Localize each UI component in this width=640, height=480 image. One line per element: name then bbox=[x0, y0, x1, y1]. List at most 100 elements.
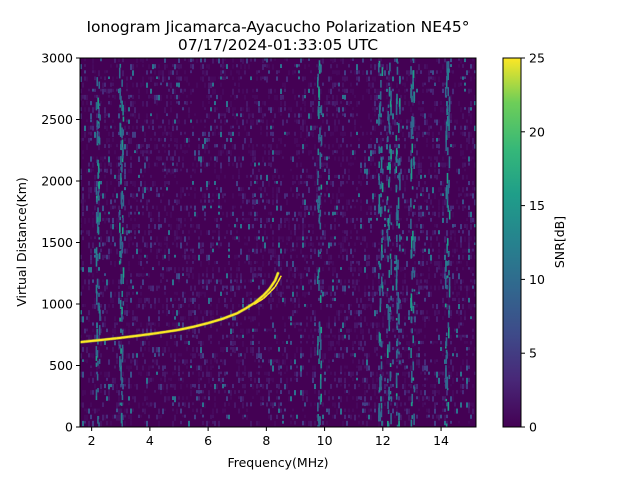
x-tick-label: 4 bbox=[146, 433, 154, 448]
noise-cell bbox=[330, 347, 332, 351]
band-cell bbox=[98, 136, 100, 144]
band-cell bbox=[119, 317, 121, 322]
noise-cell bbox=[190, 248, 192, 252]
noise-cell bbox=[310, 353, 312, 358]
noise-cell bbox=[222, 383, 224, 389]
noise-cell bbox=[140, 254, 142, 261]
noise-cell bbox=[218, 340, 220, 345]
noise-cell bbox=[132, 131, 134, 138]
noise-cell bbox=[252, 347, 254, 353]
noise-cell bbox=[204, 107, 206, 110]
band-cell bbox=[387, 305, 390, 314]
noise-cell bbox=[380, 113, 382, 118]
noise-cell bbox=[206, 187, 208, 191]
noise-cell bbox=[194, 297, 196, 302]
noise-cell bbox=[360, 205, 362, 211]
noise-cell bbox=[344, 248, 346, 252]
noise-cell bbox=[282, 236, 284, 243]
noise-cell bbox=[444, 408, 446, 412]
noise-cell bbox=[210, 297, 212, 302]
band-cell bbox=[379, 147, 381, 154]
noise-cell bbox=[88, 316, 90, 322]
noise-cell bbox=[468, 181, 470, 186]
noise-cell bbox=[292, 217, 294, 221]
noise-cell bbox=[158, 211, 160, 218]
noise-cell bbox=[342, 254, 344, 260]
band-cell bbox=[380, 79, 382, 88]
noise-cell bbox=[112, 205, 114, 210]
noise-cell bbox=[120, 310, 122, 316]
noise-cell bbox=[440, 193, 442, 196]
noise-cell bbox=[356, 297, 358, 304]
band-cell bbox=[119, 123, 122, 136]
noise-cell bbox=[128, 211, 130, 218]
noise-cell bbox=[278, 236, 280, 242]
band-cell bbox=[319, 295, 322, 303]
noise-cell bbox=[474, 279, 476, 285]
noise-cell bbox=[304, 414, 306, 419]
band-cell bbox=[120, 369, 122, 381]
noise-cell bbox=[430, 340, 432, 344]
noise-cell bbox=[334, 82, 336, 88]
noise-cell bbox=[372, 371, 374, 376]
noise-cell bbox=[256, 420, 258, 426]
noise-cell bbox=[248, 297, 250, 304]
noise-cell bbox=[400, 125, 402, 132]
noise-cell bbox=[416, 224, 418, 228]
noise-cell bbox=[160, 224, 162, 228]
noise-cell bbox=[96, 371, 98, 375]
noise-cell bbox=[250, 340, 252, 345]
noise-cell bbox=[144, 156, 146, 160]
noise-cell bbox=[132, 353, 134, 359]
band-cell bbox=[95, 389, 98, 397]
noise-cell bbox=[82, 82, 84, 88]
noise-cell bbox=[276, 199, 278, 204]
noise-cell bbox=[456, 181, 458, 184]
noise-cell bbox=[178, 273, 180, 280]
noise-cell bbox=[344, 285, 346, 292]
noise-cell bbox=[300, 205, 302, 209]
noise-cell bbox=[102, 156, 104, 162]
noise-cell bbox=[178, 224, 180, 231]
noise-cell bbox=[338, 144, 340, 149]
noise-cell bbox=[196, 365, 198, 371]
noise-cell bbox=[444, 420, 446, 426]
noise-cell bbox=[186, 365, 188, 369]
noise-cell bbox=[340, 408, 342, 415]
noise-cell bbox=[104, 242, 106, 246]
noise-cell bbox=[196, 82, 198, 88]
band-cell bbox=[319, 349, 321, 359]
noise-cell bbox=[450, 230, 452, 236]
noise-cell bbox=[104, 316, 106, 322]
noise-cell bbox=[208, 279, 210, 284]
noise-cell bbox=[194, 383, 196, 388]
noise-cell bbox=[416, 193, 418, 199]
noise-cell bbox=[456, 291, 458, 298]
noise-cell bbox=[374, 113, 376, 117]
band-cell bbox=[380, 402, 383, 409]
noise-cell bbox=[266, 371, 268, 376]
noise-cell bbox=[434, 230, 436, 235]
noise-cell bbox=[100, 353, 102, 358]
noise-cell bbox=[138, 248, 140, 252]
noise-cell bbox=[458, 64, 460, 68]
band-cell bbox=[122, 129, 125, 136]
noise-cell bbox=[108, 144, 110, 149]
noise-cell bbox=[162, 383, 164, 390]
noise-cell bbox=[244, 236, 246, 239]
noise-cell bbox=[266, 328, 268, 333]
noise-cell bbox=[144, 181, 146, 188]
noise-cell bbox=[128, 365, 130, 372]
band-cell bbox=[445, 81, 448, 89]
noise-cell bbox=[200, 230, 202, 236]
noise-cell bbox=[110, 242, 112, 246]
noise-cell bbox=[268, 248, 270, 254]
noise-cell bbox=[294, 248, 296, 252]
noise-cell bbox=[232, 193, 234, 199]
noise-cell bbox=[102, 217, 104, 222]
noise-cell bbox=[410, 402, 412, 406]
noise-cell bbox=[302, 236, 304, 241]
noise-cell bbox=[258, 371, 260, 375]
noise-cell bbox=[270, 304, 272, 310]
noise-cell bbox=[340, 371, 342, 375]
